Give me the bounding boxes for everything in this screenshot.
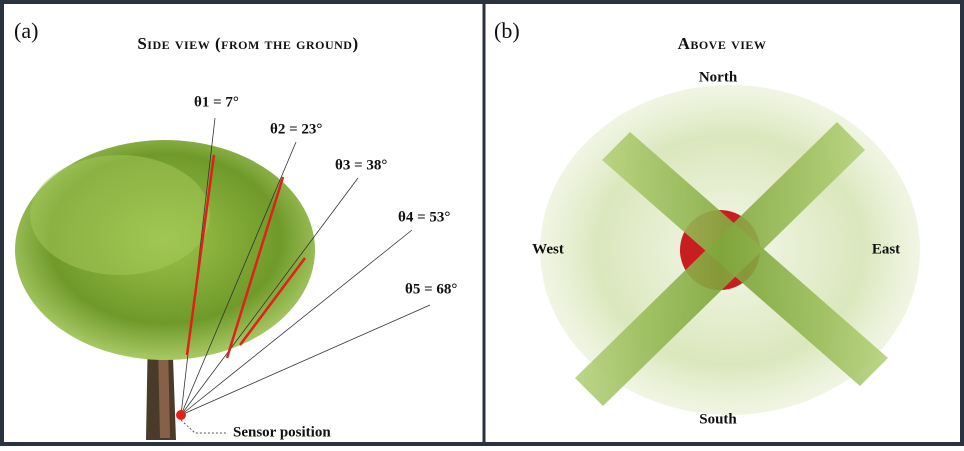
panel-b: (b) Above view North South West East xyxy=(494,18,920,427)
angle-lines xyxy=(180,117,431,416)
direction-label: West xyxy=(532,241,564,257)
panel-label: (a) xyxy=(14,18,38,43)
angle-label: θ5 = 68° xyxy=(405,281,457,297)
angle-label: θ2 = 23° xyxy=(270,121,322,137)
canopy-paths xyxy=(185,154,307,359)
panel-label: (b) xyxy=(494,18,520,43)
canopy-highlight xyxy=(30,155,210,275)
direction-label: North xyxy=(699,69,738,85)
sensor-leader xyxy=(180,419,228,434)
angle-label: θ3 = 38° xyxy=(335,157,387,173)
direction-label: East xyxy=(872,241,900,257)
sensor-label: Sensor position xyxy=(233,424,331,440)
panel-a: (a) Side view (from the ground) Sensor p… xyxy=(14,18,457,440)
panel-title: Above view xyxy=(678,34,767,53)
band xyxy=(575,122,865,406)
trunk-light xyxy=(158,345,170,438)
panel-title: Side view (from the ground) xyxy=(137,34,358,53)
direction-label: South xyxy=(699,411,737,427)
angle-label: θ1 = 7° xyxy=(194,94,239,110)
angle-label: θ4 = 53° xyxy=(398,209,450,225)
sensor xyxy=(176,410,186,420)
